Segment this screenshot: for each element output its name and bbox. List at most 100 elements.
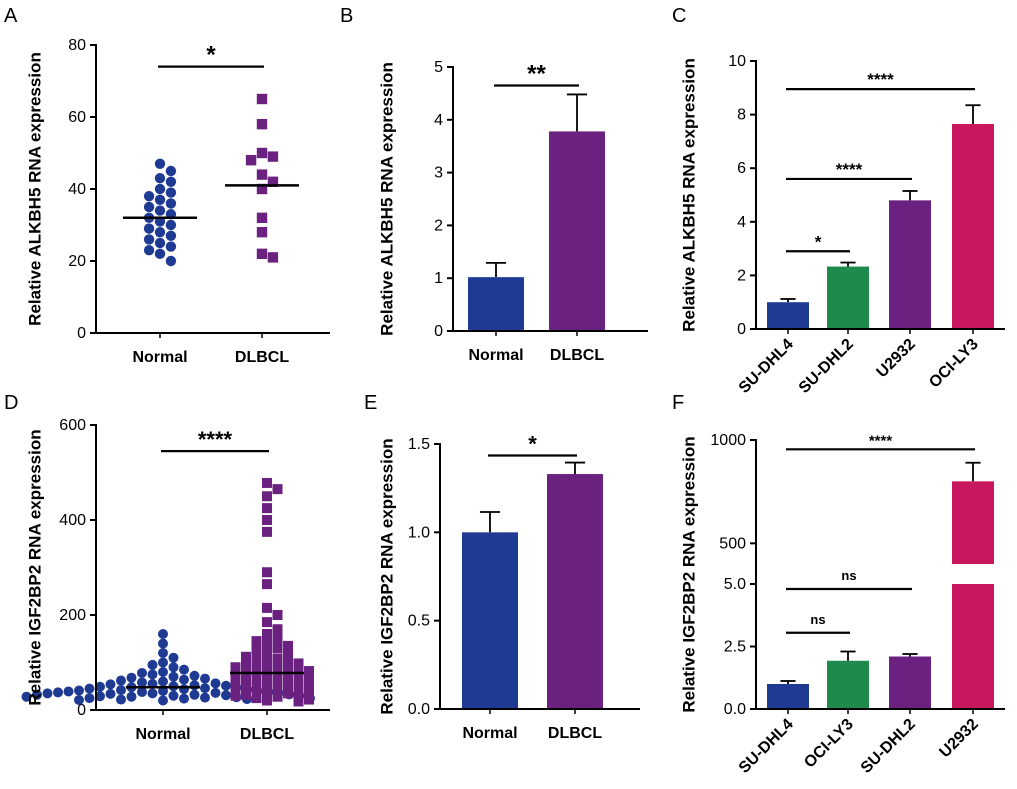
data-point <box>95 681 105 692</box>
data-point <box>256 169 268 180</box>
data-point <box>251 693 262 704</box>
data-point <box>262 617 272 628</box>
x-tick-label: DLBCL <box>235 349 289 366</box>
data-point <box>262 602 272 613</box>
y-axis-title: Relative ALKBH5 RNA expression <box>25 52 44 326</box>
y-axis-title: Relative ALKBH5 RNA expression <box>377 62 396 336</box>
data-point <box>158 676 168 687</box>
data-point <box>210 678 221 689</box>
y-tick-label: 600 <box>59 417 86 434</box>
data-point <box>272 672 283 683</box>
data-point <box>158 667 168 677</box>
data-point <box>147 688 158 699</box>
data-point <box>74 685 84 696</box>
y-tick-label: 3 <box>434 165 443 182</box>
data-point <box>154 173 166 184</box>
data-point <box>221 690 231 701</box>
x-tick-label: Normal <box>468 347 523 364</box>
data-point <box>221 680 231 691</box>
data-point <box>262 629 272 639</box>
data-point <box>116 675 126 686</box>
data-point <box>189 670 200 681</box>
data-point <box>179 684 189 695</box>
y-tick-label: 4 <box>737 214 746 231</box>
bar <box>468 277 524 331</box>
data-point <box>262 503 272 514</box>
y-axis-title: Relative IGF2BP2 RNA expression <box>377 438 396 714</box>
x-tick-label: SU-DHL4 <box>736 336 797 397</box>
data-point <box>105 688 116 699</box>
significance-label: **** <box>836 160 863 179</box>
bar <box>549 131 605 331</box>
data-point <box>245 155 257 166</box>
significance-label: **** <box>198 427 233 452</box>
y-tick-label: 0.0 <box>724 701 746 718</box>
data-point <box>251 664 262 675</box>
data-point <box>154 227 166 238</box>
bar <box>952 123 994 329</box>
data-point <box>304 685 314 696</box>
bar <box>952 584 994 709</box>
y-tick-label: 0.0 <box>408 701 430 718</box>
y-tick-label: 4 <box>434 112 443 129</box>
y-tick-label: 6 <box>737 160 746 177</box>
y-tick-label: 400 <box>59 512 86 529</box>
significance-label: * <box>206 42 216 69</box>
panel-letter: B <box>340 5 353 27</box>
data-point <box>143 201 155 213</box>
significance-label: ns <box>810 612 825 627</box>
data-point <box>272 643 283 654</box>
y-tick-label: 5 <box>434 59 443 76</box>
y-tick-label: 8 <box>737 107 746 124</box>
data-point <box>189 689 200 700</box>
data-point <box>143 223 155 234</box>
x-tick-label: DLBCL <box>240 726 294 743</box>
y-tick-label: 500 <box>719 535 746 552</box>
chart-panel-f: 0.0 2.5 5.0 500 1000 ns ns **** F Relative IGF2BP… <box>672 392 1005 777</box>
data-point <box>154 205 166 216</box>
data-point <box>74 695 84 706</box>
y-axis-title: Relative IGF2BP2 RNA expression <box>679 436 698 712</box>
data-point <box>158 686 168 696</box>
data-point <box>147 659 158 670</box>
data-point <box>262 695 272 706</box>
data-point <box>256 147 268 159</box>
data-point <box>165 187 177 198</box>
data-point <box>165 165 177 177</box>
y-tick-label: 40 <box>68 181 86 198</box>
data-point <box>84 693 95 704</box>
data-point <box>283 669 293 680</box>
data-point <box>262 567 272 578</box>
data-point <box>179 693 189 704</box>
bar <box>547 474 603 709</box>
bar <box>827 660 869 709</box>
x-tick-label: SU-DHL2 <box>796 336 857 397</box>
chart-panel-d: 0 200 400 600 **** D Relative IGF2BP2 RNA expr… <box>4 392 330 743</box>
data-point <box>251 655 262 666</box>
significance-label: **** <box>869 432 893 449</box>
panel-letter: A <box>4 5 18 27</box>
data-point <box>283 640 293 651</box>
data-point <box>272 682 283 693</box>
x-tick-label: Normal <box>135 726 190 743</box>
data-point <box>200 673 210 684</box>
data-point <box>200 692 210 703</box>
x-tick-label: OCI-LY3 <box>926 336 982 392</box>
data-point <box>84 683 95 694</box>
data-point <box>63 686 74 697</box>
significance-label: ns <box>841 568 856 583</box>
data-point <box>251 683 262 694</box>
x-tick-label: DLBCL <box>548 725 602 742</box>
data-point <box>158 695 168 706</box>
data-point <box>293 686 304 697</box>
bar <box>889 656 931 709</box>
data-point <box>267 252 279 263</box>
data-point <box>154 194 166 205</box>
y-tick-label: 0 <box>737 321 746 338</box>
data-point <box>143 245 155 256</box>
data-point <box>165 230 177 241</box>
y-axis-title: Relative ALKBH5 RNA expression <box>679 58 698 332</box>
data-point <box>262 676 272 687</box>
